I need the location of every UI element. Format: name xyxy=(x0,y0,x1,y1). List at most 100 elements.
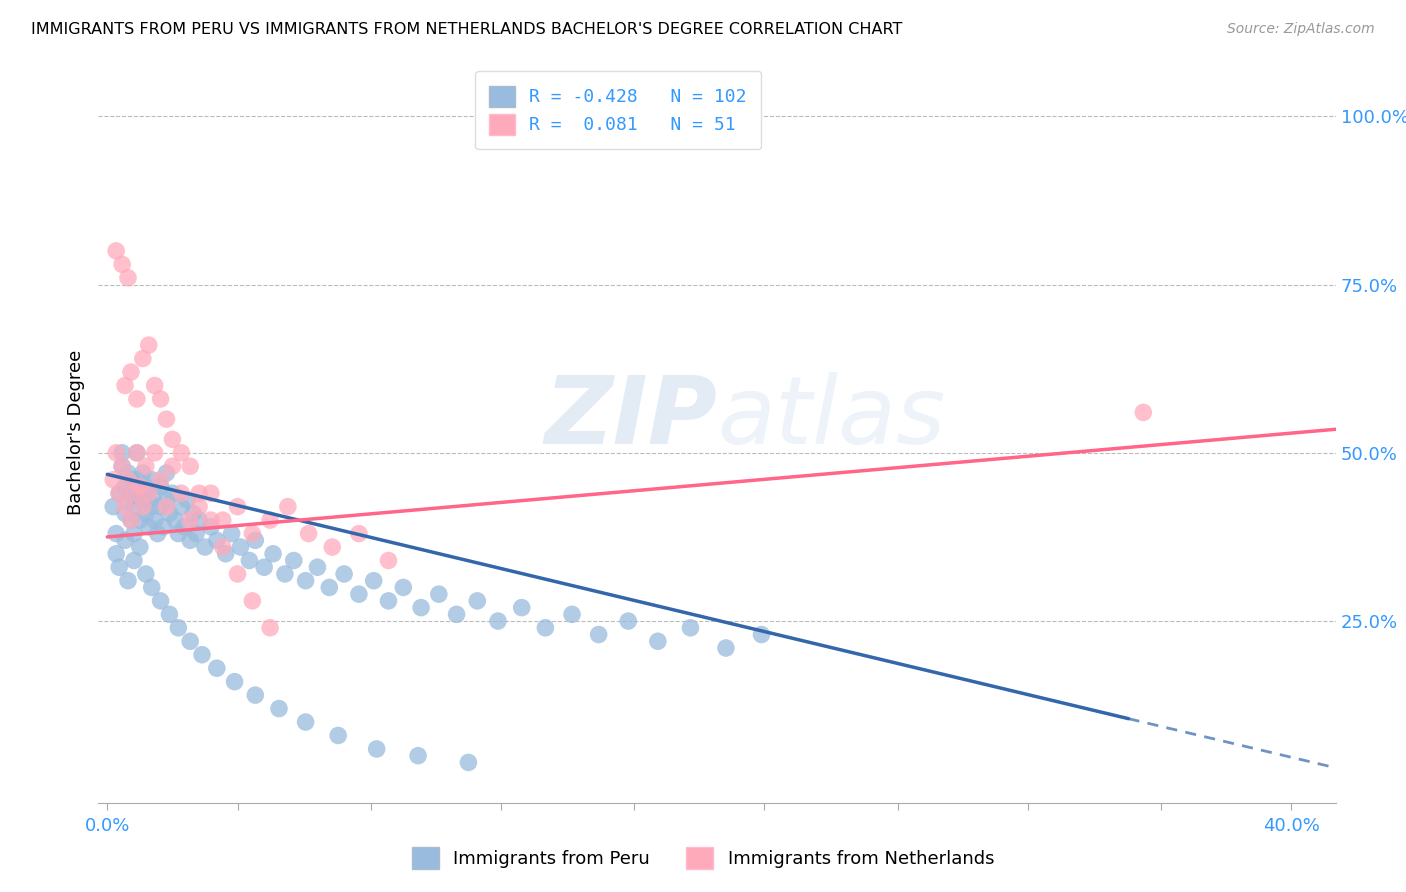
Point xyxy=(120,513,142,527)
Point xyxy=(117,270,139,285)
Point xyxy=(120,486,142,500)
Point xyxy=(751,627,773,641)
Point xyxy=(120,513,142,527)
Point xyxy=(138,520,160,534)
Point xyxy=(253,560,276,574)
Point xyxy=(143,486,166,500)
Point xyxy=(159,607,181,622)
Point xyxy=(141,581,163,595)
Point xyxy=(135,507,157,521)
Point xyxy=(132,500,155,514)
Point xyxy=(170,500,193,514)
Point xyxy=(200,513,222,527)
Point xyxy=(111,257,134,271)
Point xyxy=(135,479,157,493)
Point xyxy=(141,500,163,514)
Point xyxy=(294,574,316,588)
Point xyxy=(205,661,228,675)
Point xyxy=(111,459,134,474)
Point xyxy=(114,479,136,493)
Point xyxy=(155,412,177,426)
Point xyxy=(114,507,136,521)
Point xyxy=(162,459,184,474)
Point xyxy=(132,466,155,480)
Point xyxy=(165,513,187,527)
Point xyxy=(267,701,290,715)
Point xyxy=(132,351,155,366)
Point xyxy=(159,507,181,521)
Point xyxy=(321,540,343,554)
Point xyxy=(103,500,125,514)
Point xyxy=(240,526,263,541)
Point xyxy=(170,486,193,500)
Point xyxy=(347,587,370,601)
Point xyxy=(149,479,172,493)
Legend: Immigrants from Peru, Immigrants from Netherlands: Immigrants from Peru, Immigrants from Ne… xyxy=(402,838,1004,879)
Point xyxy=(238,553,260,567)
Point xyxy=(211,513,233,527)
Point xyxy=(146,526,169,541)
Point xyxy=(108,486,131,500)
Point xyxy=(1132,405,1154,419)
Point xyxy=(392,581,415,595)
Point xyxy=(194,540,217,554)
Point xyxy=(103,473,125,487)
Point xyxy=(347,526,370,541)
Point xyxy=(259,621,281,635)
Point xyxy=(262,547,284,561)
Point xyxy=(714,640,737,655)
Point xyxy=(122,486,145,500)
Point xyxy=(138,486,160,500)
Point xyxy=(465,594,488,608)
Point xyxy=(135,459,157,474)
Point xyxy=(245,533,267,548)
Point xyxy=(188,513,211,527)
Point xyxy=(149,473,172,487)
Point xyxy=(138,338,160,352)
Point xyxy=(307,560,329,574)
Point xyxy=(294,714,316,729)
Point xyxy=(205,533,228,548)
Point xyxy=(211,540,233,554)
Point xyxy=(409,600,432,615)
Point xyxy=(114,500,136,514)
Point xyxy=(114,533,136,548)
Point xyxy=(224,674,246,689)
Point xyxy=(141,473,163,487)
Point xyxy=(162,433,184,447)
Point xyxy=(111,459,134,474)
Point xyxy=(226,566,249,581)
Point xyxy=(366,742,388,756)
Point xyxy=(125,473,148,487)
Text: ZIP: ZIP xyxy=(544,372,717,464)
Point xyxy=(200,520,222,534)
Point xyxy=(128,513,150,527)
Point xyxy=(105,244,128,258)
Point xyxy=(318,581,340,595)
Point xyxy=(111,446,134,460)
Point xyxy=(377,553,399,567)
Point xyxy=(105,526,128,541)
Point xyxy=(128,540,150,554)
Point xyxy=(125,492,148,507)
Point xyxy=(274,566,297,581)
Point xyxy=(117,574,139,588)
Point xyxy=(155,466,177,480)
Point xyxy=(122,553,145,567)
Point xyxy=(138,492,160,507)
Point xyxy=(143,513,166,527)
Point xyxy=(149,392,172,406)
Point xyxy=(173,520,195,534)
Point xyxy=(135,566,157,581)
Point xyxy=(167,526,190,541)
Point xyxy=(125,392,148,406)
Point xyxy=(647,634,669,648)
Point xyxy=(155,500,177,514)
Point xyxy=(176,492,198,507)
Point xyxy=(128,486,150,500)
Point xyxy=(333,566,356,581)
Text: atlas: atlas xyxy=(717,372,945,463)
Point xyxy=(105,547,128,561)
Point xyxy=(561,607,583,622)
Point xyxy=(328,729,350,743)
